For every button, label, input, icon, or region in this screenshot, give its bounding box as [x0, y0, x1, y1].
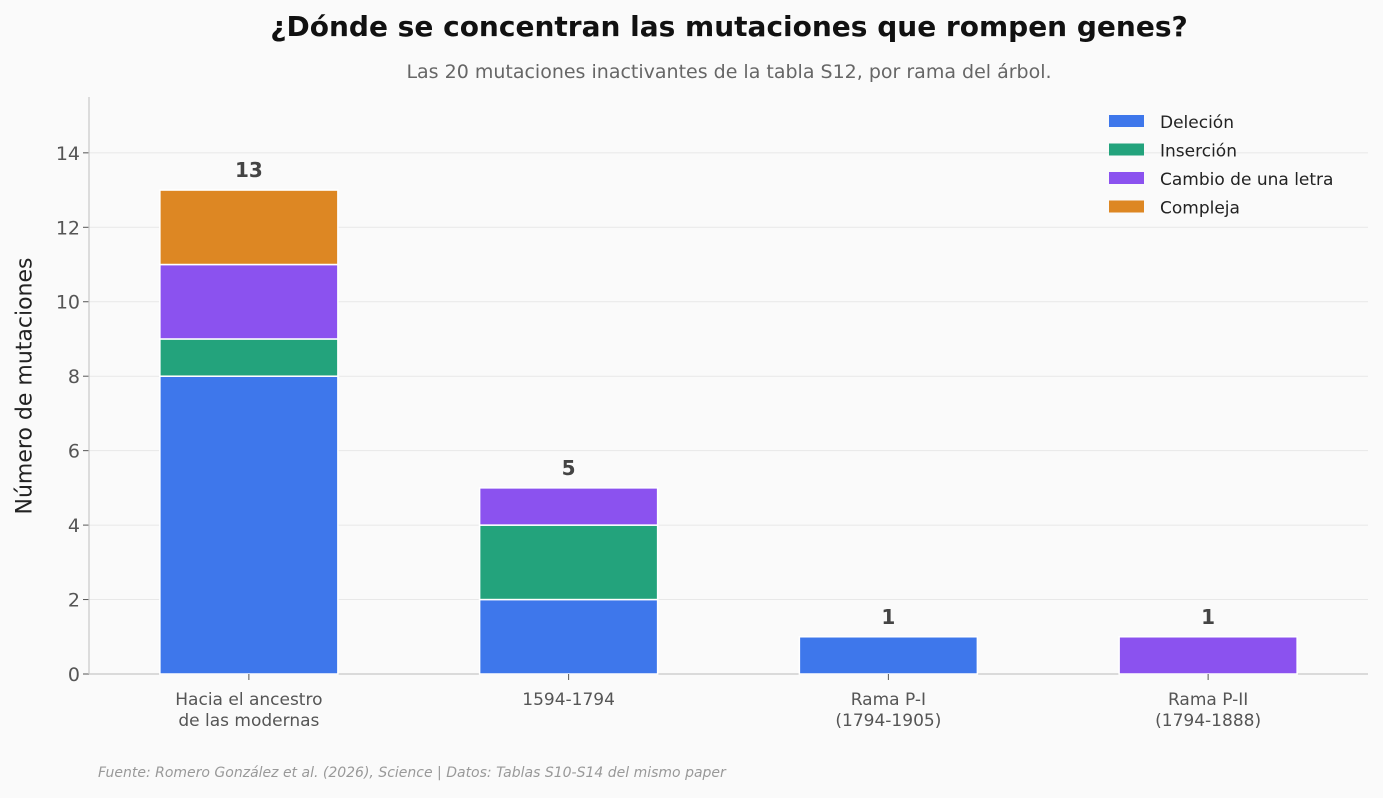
legend-swatch — [1109, 200, 1144, 213]
bar-segment — [478, 524, 659, 601]
y-tick-label: 10 — [56, 292, 80, 314]
bar-segment — [159, 375, 339, 675]
y-tick-label: 14 — [56, 143, 80, 165]
bar-total-label: 1 — [881, 605, 895, 629]
x-tick-label: (1794-1905) — [835, 711, 941, 731]
bar-total-label: 5 — [562, 456, 576, 480]
bar-segment — [159, 338, 339, 377]
bar-total-label: 1 — [1201, 605, 1215, 629]
x-tick-label: 1594-1794 — [522, 690, 615, 710]
chart-title: ¿Dónde se concentran las mutaciones que … — [270, 10, 1188, 43]
bar-segment — [159, 263, 339, 340]
bar-segment — [159, 189, 339, 266]
y-tick-label: 4 — [68, 515, 80, 537]
y-tick-label: 2 — [68, 590, 80, 612]
legend-swatch — [1109, 143, 1144, 156]
y-tick-label: 0 — [68, 664, 80, 686]
y-tick-label: 6 — [68, 441, 80, 463]
chart-subtitle: Las 20 mutaciones inactivantes de la tab… — [406, 61, 1052, 83]
source-footnote: Fuente: Romero González et al. (2026), S… — [98, 765, 726, 781]
x-tick-label: Rama P-II — [1168, 690, 1248, 710]
bar-segment — [798, 636, 979, 675]
y-tick-label: 8 — [68, 366, 80, 388]
x-tick-label: de las modernas — [178, 711, 319, 731]
legend-swatch — [1109, 115, 1144, 127]
legend-entry-label: Compleja — [1160, 199, 1240, 219]
legend-entry-label: Cambio de una letra — [1160, 170, 1333, 190]
bar-segment — [478, 487, 659, 526]
bar-total-label: 13 — [235, 158, 263, 182]
legend-entry-label: Deleción — [1160, 113, 1234, 133]
x-tick-label: Hacia el ancestro — [175, 690, 322, 710]
legend-swatch — [1109, 172, 1144, 184]
legend-entry-label: Inserción — [1160, 142, 1237, 162]
x-tick-label: Rama P-I — [851, 690, 926, 710]
bar-segment — [1118, 636, 1298, 675]
bar-segment — [478, 598, 659, 675]
x-tick-label: (1794-1888) — [1155, 711, 1261, 731]
y-tick-label: 12 — [56, 217, 80, 239]
